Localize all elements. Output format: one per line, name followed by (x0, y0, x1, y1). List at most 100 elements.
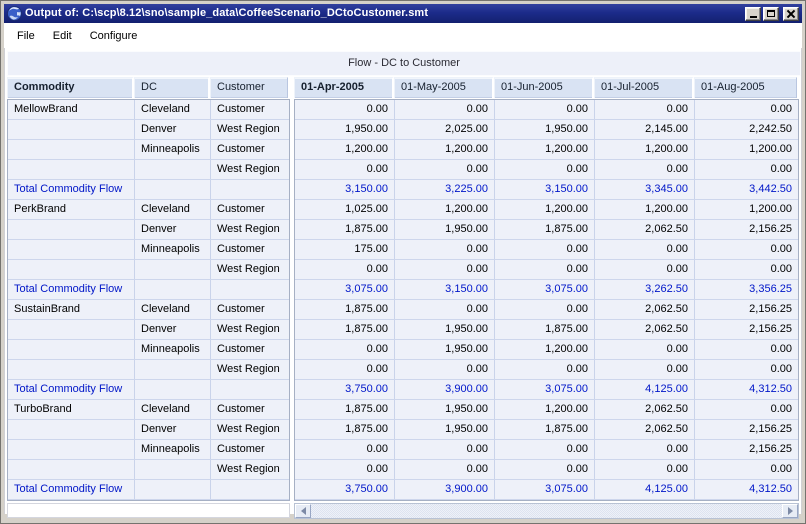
commodity-cell[interactable]: SustainBrand (8, 300, 135, 319)
scroll-left-button[interactable] (295, 504, 311, 518)
total-row-values[interactable]: 3,150.00 3,225.00 3,150.00 3,345.00 3,442.50 (295, 180, 798, 200)
customer-cell[interactable]: Customer (217, 103, 265, 115)
commodity-cell[interactable] (8, 420, 135, 439)
value-cell[interactable]: 1,200.00 (595, 140, 695, 159)
header-may-2005[interactable]: 01-May-2005 (394, 77, 494, 99)
table-row-labels[interactable]: PerkBrand Cleveland Customer (8, 200, 289, 220)
value-cell[interactable]: 4,125.00 (595, 380, 695, 399)
value-cell[interactable]: 0.00 (495, 360, 595, 379)
dc-cell[interactable]: Cleveland (135, 200, 211, 219)
value-cell[interactable]: 0.00 (770, 403, 792, 415)
value-cell[interactable]: 2,156.25 (749, 323, 792, 335)
table-row-values[interactable]: 175.00 0.00 0.00 0.00 0.00 (295, 240, 798, 260)
value-cell[interactable]: 1,950.00 (395, 400, 495, 419)
close-button[interactable] (783, 6, 799, 21)
minimize-button[interactable] (745, 6, 761, 21)
total-label-cell[interactable]: Total Commodity Flow (8, 380, 135, 399)
total-row-labels[interactable]: Total Commodity Flow (8, 380, 289, 400)
table-row-labels[interactable]: Minneapolis Customer (8, 440, 289, 460)
maximize-button[interactable] (763, 6, 779, 21)
value-cell[interactable]: 0.00 (595, 100, 695, 119)
customer-cell[interactable]: Customer (217, 303, 265, 315)
value-cell[interactable]: 3,900.00 (395, 380, 495, 399)
value-cell[interactable]: 1,875.00 (295, 400, 395, 419)
value-cell[interactable]: 3,345.00 (595, 180, 695, 199)
dc-cell[interactable]: Cleveland (135, 100, 211, 119)
value-cell[interactable]: 1,950.00 (395, 340, 495, 359)
commodity-cell[interactable] (8, 460, 135, 479)
dc-cell[interactable] (135, 180, 211, 199)
commodity-cell[interactable] (8, 360, 135, 379)
dc-cell[interactable] (135, 260, 211, 279)
value-cell[interactable]: 0.00 (595, 360, 695, 379)
table-row-values[interactable]: 0.00 0.00 0.00 0.00 0.00 (295, 260, 798, 280)
total-row-values[interactable]: 3,750.00 3,900.00 3,075.00 4,125.00 4,312.50 (295, 380, 798, 400)
value-cell[interactable]: 1,875.00 (295, 420, 395, 439)
table-row-values[interactable]: 1,875.00 1,950.00 1,875.00 2,062.50 2,156.25 (295, 420, 798, 440)
dc-cell[interactable] (135, 380, 211, 399)
value-cell[interactable]: 0.00 (770, 103, 792, 115)
value-cell[interactable]: 0.00 (770, 363, 792, 375)
table-row-values[interactable]: 1,875.00 1,950.00 1,200.00 2,062.50 0.00 (295, 400, 798, 420)
value-cell[interactable]: 3,150.00 (395, 280, 495, 299)
customer-cell[interactable]: Customer (217, 143, 265, 155)
dc-cell[interactable]: Denver (135, 120, 211, 139)
customer-cell[interactable] (211, 180, 289, 199)
customer-cell[interactable]: Customer (217, 203, 265, 215)
commodity-cell[interactable] (8, 320, 135, 339)
value-cell[interactable]: 2,156.25 (749, 303, 792, 315)
value-cell[interactable]: 0.00 (395, 260, 495, 279)
total-label-cell[interactable]: Total Commodity Flow (8, 180, 135, 199)
value-cell[interactable]: 1,200.00 (495, 140, 595, 159)
customer-cell[interactable]: Customer (217, 243, 265, 255)
value-cell[interactable]: 3,150.00 (295, 180, 395, 199)
value-cell[interactable]: 0.00 (395, 100, 495, 119)
value-cell[interactable]: 2,062.50 (595, 420, 695, 439)
value-cell[interactable]: 0.00 (295, 100, 395, 119)
value-cell[interactable]: 1,025.00 (295, 200, 395, 219)
dc-cell[interactable]: Minneapolis (135, 240, 211, 259)
value-cell[interactable]: 3,356.25 (749, 283, 792, 295)
table-row-labels[interactable]: Minneapolis Customer (8, 240, 289, 260)
table-row-values[interactable]: 0.00 0.00 0.00 0.00 0.00 (295, 160, 798, 180)
value-cell[interactable]: 2,156.25 (749, 443, 792, 455)
total-row-values[interactable]: 3,750.00 3,900.00 3,075.00 4,125.00 4,312.50 (295, 480, 798, 500)
customer-cell[interactable]: West Region (217, 263, 280, 275)
value-cell[interactable]: 0.00 (495, 460, 595, 479)
value-cell[interactable]: 0.00 (770, 163, 792, 175)
dc-cell[interactable]: Minneapolis (135, 440, 211, 459)
value-cell[interactable]: 0.00 (295, 360, 395, 379)
table-row-labels[interactable]: Minneapolis Customer (8, 340, 289, 360)
value-cell[interactable]: 1,200.00 (749, 143, 792, 155)
value-cell[interactable]: 0.00 (495, 260, 595, 279)
table-row-labels[interactable]: TurboBrand Cleveland Customer (8, 400, 289, 420)
value-cell[interactable]: 0.00 (770, 263, 792, 275)
table-row-labels[interactable]: MellowBrand Cleveland Customer (8, 100, 289, 120)
value-cell[interactable]: 0.00 (295, 260, 395, 279)
value-cell[interactable]: 0.00 (295, 460, 395, 479)
table-row-labels[interactable]: West Region (8, 360, 289, 380)
value-cell[interactable]: 3,442.50 (749, 183, 792, 195)
value-cell[interactable]: 1,875.00 (295, 300, 395, 319)
dc-cell[interactable]: Cleveland (135, 300, 211, 319)
total-label-cell[interactable]: Total Commodity Flow (8, 480, 135, 499)
value-cell[interactable]: 175.00 (295, 240, 395, 259)
table-row-labels[interactable]: West Region (8, 460, 289, 480)
value-cell[interactable]: 2,062.50 (595, 220, 695, 239)
commodity-cell[interactable]: PerkBrand (8, 200, 135, 219)
value-cell[interactable]: 1,875.00 (495, 220, 595, 239)
commodity-cell[interactable]: MellowBrand (8, 100, 135, 119)
header-aug-2005[interactable]: 01-Aug-2005 (694, 77, 797, 99)
header-customer[interactable]: Customer (210, 77, 288, 99)
scrollbar-track[interactable] (311, 504, 782, 518)
customer-cell[interactable]: West Region (217, 323, 280, 335)
value-cell[interactable]: 2,062.50 (595, 320, 695, 339)
value-cell[interactable]: 3,075.00 (495, 480, 595, 499)
total-row-labels[interactable]: Total Commodity Flow (8, 480, 289, 500)
table-row-labels[interactable]: Denver West Region (8, 120, 289, 140)
dc-cell[interactable] (135, 360, 211, 379)
table-row-labels[interactable]: SustainBrand Cleveland Customer (8, 300, 289, 320)
value-cell[interactable]: 2,025.00 (395, 120, 495, 139)
value-cell[interactable]: 1,950.00 (395, 220, 495, 239)
commodity-cell[interactable] (8, 220, 135, 239)
